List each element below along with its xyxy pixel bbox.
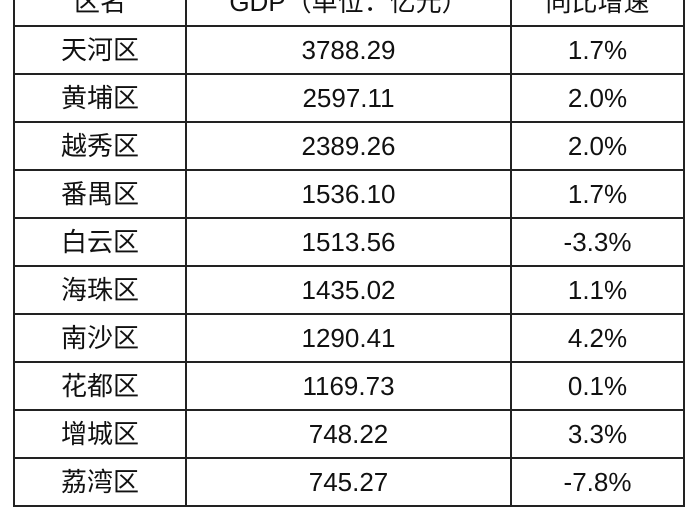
district-cell: 天河区 bbox=[13, 25, 187, 75]
district-cell: 番禺区 bbox=[13, 169, 187, 219]
district-cell: 海珠区 bbox=[13, 265, 187, 315]
table-row: 白云区 1513.56 -3.3% bbox=[13, 217, 685, 267]
gdp-cell: 745.27 bbox=[185, 457, 512, 507]
growth-cell: 1.1% bbox=[510, 265, 685, 315]
district-cell: 黄埔区 bbox=[13, 73, 187, 123]
gdp-cell: 748.22 bbox=[185, 409, 512, 459]
gdp-cell: 1290.41 bbox=[185, 313, 512, 363]
header-district: 区名 bbox=[13, 0, 187, 27]
gdp-cell: 1536.10 bbox=[185, 169, 512, 219]
district-cell: 越秀区 bbox=[13, 121, 187, 171]
table-row: 荔湾区 745.27 -7.8% bbox=[13, 457, 685, 507]
table-row: 黄埔区 2597.11 2.0% bbox=[13, 73, 685, 123]
table-row: 海珠区 1435.02 1.1% bbox=[13, 265, 685, 315]
gdp-cell: 1435.02 bbox=[185, 265, 512, 315]
table-row: 越秀区 2389.26 2.0% bbox=[13, 121, 685, 171]
table-row: 天河区 3788.29 1.7% bbox=[13, 25, 685, 75]
header-gdp: GDP（单位：亿元） bbox=[185, 0, 512, 27]
growth-cell: 2.0% bbox=[510, 121, 685, 171]
header-row: 区名 GDP（单位：亿元） 同比增速 bbox=[13, 0, 685, 27]
header-growth: 同比增速 bbox=[510, 0, 685, 27]
growth-cell: 4.2% bbox=[510, 313, 685, 363]
table-row: 番禺区 1536.10 1.7% bbox=[13, 169, 685, 219]
growth-cell: 1.7% bbox=[510, 169, 685, 219]
district-cell: 荔湾区 bbox=[13, 457, 187, 507]
district-cell: 花都区 bbox=[13, 361, 187, 411]
growth-cell: 3.3% bbox=[510, 409, 685, 459]
gdp-cell: 1513.56 bbox=[185, 217, 512, 267]
district-cell: 南沙区 bbox=[13, 313, 187, 363]
gdp-cell: 3788.29 bbox=[185, 25, 512, 75]
table-row: 南沙区 1290.41 4.2% bbox=[13, 313, 685, 363]
growth-cell: -3.3% bbox=[510, 217, 685, 267]
gdp-cell: 1169.73 bbox=[185, 361, 512, 411]
growth-cell: 0.1% bbox=[510, 361, 685, 411]
growth-cell: 1.7% bbox=[510, 25, 685, 75]
gdp-cell: 2389.26 bbox=[185, 121, 512, 171]
growth-cell: -7.8% bbox=[510, 457, 685, 507]
table-row: 花都区 1169.73 0.1% bbox=[13, 361, 685, 411]
growth-cell: 2.0% bbox=[510, 73, 685, 123]
district-cell: 白云区 bbox=[13, 217, 187, 267]
gdp-cell: 2597.11 bbox=[185, 73, 512, 123]
table-row: 增城区 748.22 3.3% bbox=[13, 409, 685, 459]
district-cell: 增城区 bbox=[13, 409, 187, 459]
gdp-table: 区名 GDP（单位：亿元） 同比增速 天河区 3788.29 1.7% 黄埔区 2597… bbox=[13, 0, 685, 507]
